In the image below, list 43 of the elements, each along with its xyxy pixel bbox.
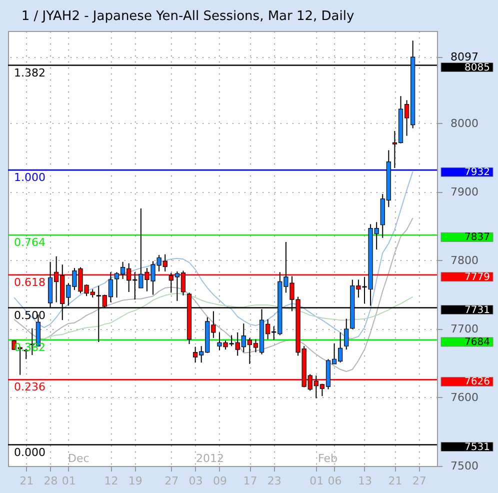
x-tick-label: 01 bbox=[62, 474, 76, 488]
y-tick-label: 7800 bbox=[450, 254, 478, 267]
x-tick-label: 13 bbox=[358, 474, 372, 488]
y-tick-label: 7600 bbox=[450, 390, 478, 404]
annotation: Feb bbox=[318, 452, 338, 465]
annotation: 0.000 bbox=[14, 446, 46, 459]
ref-line-label: 8085 bbox=[464, 62, 490, 74]
x-tick-label: 27 bbox=[412, 474, 426, 488]
x-tick-label: 03 bbox=[188, 474, 203, 488]
annotation: 2012 bbox=[196, 452, 224, 465]
x-tick-label: 19 bbox=[128, 474, 142, 488]
x-tick-label: 01 bbox=[310, 474, 324, 488]
x-tick-label: 12 bbox=[104, 474, 118, 488]
x-tick-label: 17 bbox=[243, 474, 258, 488]
y-tick-label: 7700 bbox=[450, 322, 478, 336]
ref-line-label: 7932 bbox=[464, 167, 490, 178]
y-tick-label: 7900 bbox=[450, 185, 478, 198]
y-tick-label: 8000 bbox=[450, 116, 478, 130]
ref-line-label: 7731 bbox=[464, 304, 490, 316]
x-tick-label: 27 bbox=[164, 474, 179, 488]
x-tick-label: 28 bbox=[44, 474, 58, 488]
annotation: 1.382 bbox=[14, 66, 46, 80]
ref-line-label: 7837 bbox=[464, 232, 490, 244]
line-series bbox=[14, 218, 414, 372]
ref-line-label: 7531 bbox=[464, 442, 490, 453]
x-tick-label: 06 bbox=[328, 474, 342, 488]
y-tick-label: 8097 bbox=[450, 50, 478, 64]
candlestick bbox=[344, 318, 349, 350]
x-tick-label: 23 bbox=[267, 474, 282, 488]
y-tick-label: 7500 bbox=[450, 460, 478, 472]
annotation: 0.236 bbox=[14, 380, 46, 394]
annotation: 0.764 bbox=[14, 236, 46, 250]
annotation: 1.000 bbox=[14, 171, 46, 184]
annotation: 0.618 bbox=[14, 276, 46, 289]
annotation: 0.500 bbox=[14, 308, 46, 322]
x-tick-label: 21 bbox=[388, 474, 402, 488]
chart-title: 1 / JYAH2 - Japanese Yen-All Sessions, Mar 12, Daily bbox=[21, 9, 354, 24]
ref-line-label: 7779 bbox=[464, 272, 490, 283]
x-tick-label: 09 bbox=[212, 474, 227, 488]
ref-line-label: 7684 bbox=[464, 336, 490, 348]
x-tick-label: 21 bbox=[20, 474, 34, 488]
annotation: Dec bbox=[68, 452, 90, 465]
ref-line-label: 7626 bbox=[464, 376, 490, 388]
